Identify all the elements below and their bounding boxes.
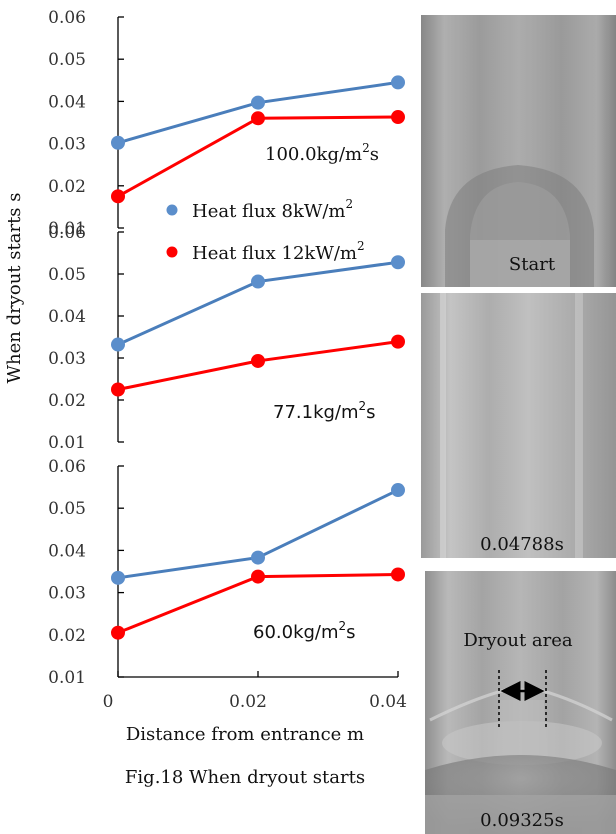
- data-point-8kw: [111, 337, 125, 352]
- data-point-12kw: [391, 110, 405, 125]
- data-point-12kw: [391, 567, 405, 582]
- y-tick-label: 0.01: [48, 219, 86, 239]
- y-tick-label: 0.04: [48, 541, 86, 561]
- dryout-area-label: Dryout area: [463, 630, 573, 651]
- data-point-12kw: [251, 353, 265, 368]
- y-tick-label: 0.02: [48, 391, 86, 411]
- data-point-12kw: [111, 382, 125, 397]
- series-line-8kw: [117, 488, 399, 580]
- x-tick-label: 0: [103, 692, 114, 712]
- photo-0-04788s: 0.04788s: [421, 293, 616, 558]
- y-tick-label: 0.04: [48, 307, 86, 327]
- data-point-12kw: [391, 334, 405, 349]
- x-tick-label: 0.04: [369, 692, 407, 712]
- data-point-8kw: [251, 95, 265, 110]
- photo-label-0-04788s: 0.04788s: [480, 534, 564, 555]
- chart: 0.060.050.040.030.020.010.060.050.040.03…: [48, 8, 407, 712]
- photo-0-09325s: Dryout area 0.09325s: [425, 571, 616, 834]
- x-axis-label: Distance from entrance m: [126, 724, 364, 745]
- y-tick-label: 0.03: [48, 349, 86, 369]
- y-tick-label: 0.04: [48, 92, 86, 112]
- legend-label-12kw: Heat flux 12kW/m2: [192, 239, 365, 264]
- data-point-12kw: [251, 569, 265, 584]
- x-tick-label: 0.02: [229, 692, 267, 712]
- legend-label-8kw: Heat flux 8kW/m2: [192, 197, 353, 222]
- photo-label-0-09325s: 0.09325s: [480, 810, 564, 831]
- data-point-8kw: [391, 255, 405, 270]
- photo-start: Start: [421, 15, 616, 287]
- photo-label-start: Start: [509, 254, 556, 275]
- data-point-8kw: [391, 75, 405, 90]
- y-tick-label: 0.03: [48, 135, 86, 155]
- data-point-12kw: [111, 625, 125, 640]
- y-tick-label: 0.06: [48, 8, 86, 28]
- panel-title-77: 77.1kg/m2s: [273, 399, 376, 423]
- y-tick-label: 0.01: [48, 433, 86, 453]
- figure-caption: Fig.18 When dryout starts: [125, 767, 365, 788]
- data-point-8kw: [391, 483, 405, 498]
- data-point-8kw: [111, 570, 125, 585]
- legend-marker-12kw: [166, 246, 178, 258]
- data-point-8kw: [251, 550, 265, 565]
- data-point-12kw: [111, 189, 125, 204]
- y-tick-label: 0.02: [48, 177, 86, 197]
- data-point-8kw: [251, 274, 265, 289]
- y-axis-label: When dryout starts s: [4, 193, 25, 384]
- y-tick-label: 0.02: [48, 626, 86, 646]
- y-tick-label: 0.06: [48, 457, 86, 477]
- y-tick-label: 0.03: [48, 584, 86, 604]
- legend: Heat flux 8kW/m2 Heat flux 12kW/m2: [166, 197, 365, 264]
- y-tick-label: 0.05: [48, 50, 86, 70]
- y-tick-label: 0.05: [48, 499, 86, 519]
- panel-title-100: 100.0kg/m2s: [265, 141, 379, 165]
- y-tick-label: 0.01: [48, 668, 86, 688]
- legend-marker-8kw: [166, 204, 178, 216]
- y-tick-label: 0.05: [48, 265, 86, 285]
- y-tick-label: 0.06: [48, 223, 86, 243]
- data-point-8kw: [111, 135, 125, 150]
- panel-title-60: 60.0kg/m2s: [253, 619, 356, 643]
- data-point-12kw: [251, 111, 265, 126]
